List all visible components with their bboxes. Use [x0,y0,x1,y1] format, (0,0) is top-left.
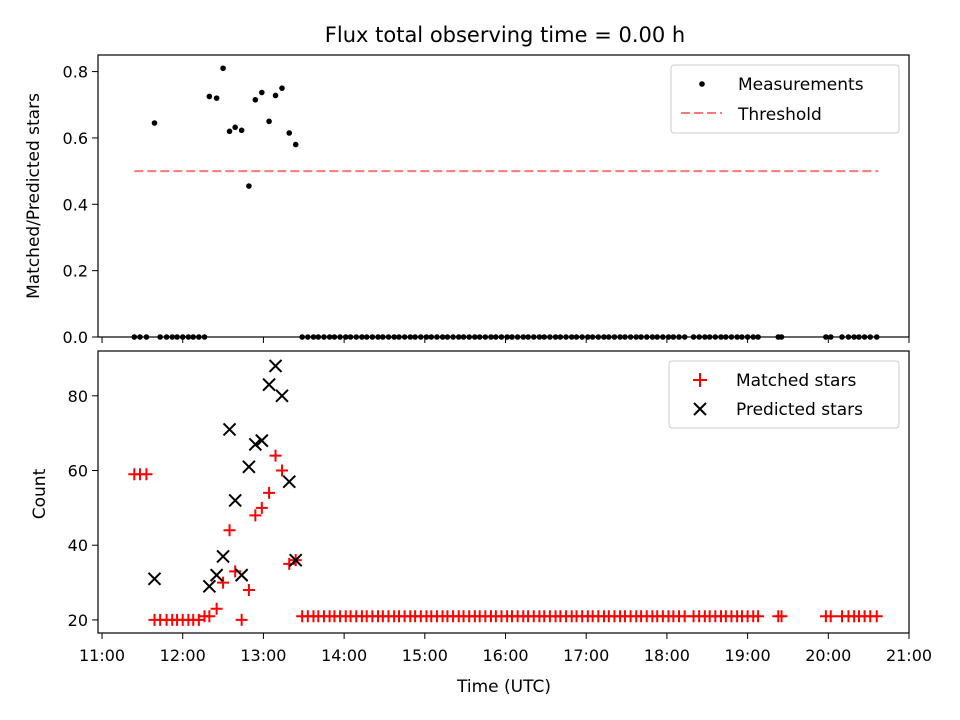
count-ytick-label: 60 [68,462,88,481]
ratio-legend-box [670,64,900,134]
predicted-stars-point [222,422,237,437]
matched-stars-point [210,602,223,615]
count-panel-legend: Matched stars Predicted stars [668,360,900,429]
legend-predicted-marker [693,402,707,416]
measurement-point [226,128,233,135]
predicted-stars-point [147,572,162,586]
measurement-point [266,118,272,125]
measurement-point [259,89,265,96]
matched-stars-point [140,468,153,481]
matched-stars-point [203,610,216,623]
measurement-point [151,120,158,126]
matched-stars-point [269,449,282,462]
predicted-stars-point [248,437,263,452]
legend-predicted-label: Predicted stars [736,400,863,420]
legend-threshold-label: Threshold [737,105,822,125]
predicted-stars-point [228,493,242,508]
count-xtick-label: 11:00 [79,646,125,665]
count-ytick-label: 40 [68,536,88,555]
legend-measurements-label: Measurements [738,75,864,95]
count-xtick-label: 15:00 [402,646,448,665]
chart-title: Flux total observing time = 0.00 h [325,23,685,47]
measurement-point [272,92,279,99]
matched-stars-point [249,509,262,522]
count-xtick-label: 18:00 [644,646,690,665]
ratio-panel-frame [97,54,910,338]
matched-stars-point [275,464,288,477]
predicted-stars-point [268,359,283,373]
predicted-stars-point [275,389,289,403]
count-xtick-label: 13:00 [240,646,286,665]
matched-stars-point [870,610,883,623]
ratio-panel-ylabel: Matched/Predicted stars [24,93,44,299]
measurement-point [238,127,245,134]
ratio-ytick-label: 0.8 [63,63,88,82]
measurement-point [213,95,220,101]
predicted-stars-point [255,433,269,448]
predicted-stars-point [202,579,217,594]
count-panel-plot: 20 40 60 80 11:00 12:00 13:00 14:00 15:00 16:00 17… [68,359,932,665]
predicted-stars-point [242,460,256,474]
ratio-ytick-label: 0.4 [63,195,88,214]
count-xtick-label: 21:00 [886,646,932,665]
measurement-point [246,183,252,189]
predicted-stars-point [282,475,296,489]
count-ytick-label: 20 [68,611,88,630]
measurement-point [279,85,285,91]
measurement-point [232,124,238,131]
count-legend-box [668,360,900,429]
count-panel-ylabel: Count [30,468,50,519]
count-xtick-label: 12:00 [160,646,206,665]
predicted-stars-point [262,377,276,392]
count-ytick-label: 80 [68,387,88,406]
count-xtick-label: 17:00 [563,646,609,665]
ratio-ytick-label: 0.0 [63,328,88,347]
measurement-point [252,96,259,103]
matched-stars-point [242,584,255,597]
matched-stars-point [223,524,236,537]
matched-stars-point [775,610,788,623]
count-xtick-label: 20:00 [805,646,851,665]
predicted-stars-point [288,553,303,567]
count-panel-xlabel: Time (UTC) [456,677,551,697]
measurement-point [206,93,213,100]
predicted-stars-point [216,549,230,564]
matched-stars-point [255,501,268,514]
count-xtick-label: 19:00 [725,646,771,665]
matched-stars-point [752,610,765,623]
measurement-point [220,65,226,72]
matched-stars-point [824,610,837,623]
count-panel-frame [97,350,910,634]
ratio-ytick-label: 0.2 [63,262,88,281]
matched-stars-point [263,486,276,499]
matched-stars-point [235,613,248,626]
predicted-stars-point [209,568,224,582]
count-xtick-label: 14:00 [321,646,367,665]
ratio-ytick-label: 0.6 [63,129,88,148]
count-xtick-label: 16:00 [482,646,528,665]
measurement-point [286,130,293,136]
legend-measurements-marker [699,81,705,87]
legend-matched-label: Matched stars [736,371,856,391]
measurement-point [292,141,299,148]
predicted-stars-point [234,568,249,582]
legend-matched-marker [693,373,707,387]
matched-stars-point [217,576,230,589]
ratio-panel-legend: Measurements Threshold [670,64,900,134]
